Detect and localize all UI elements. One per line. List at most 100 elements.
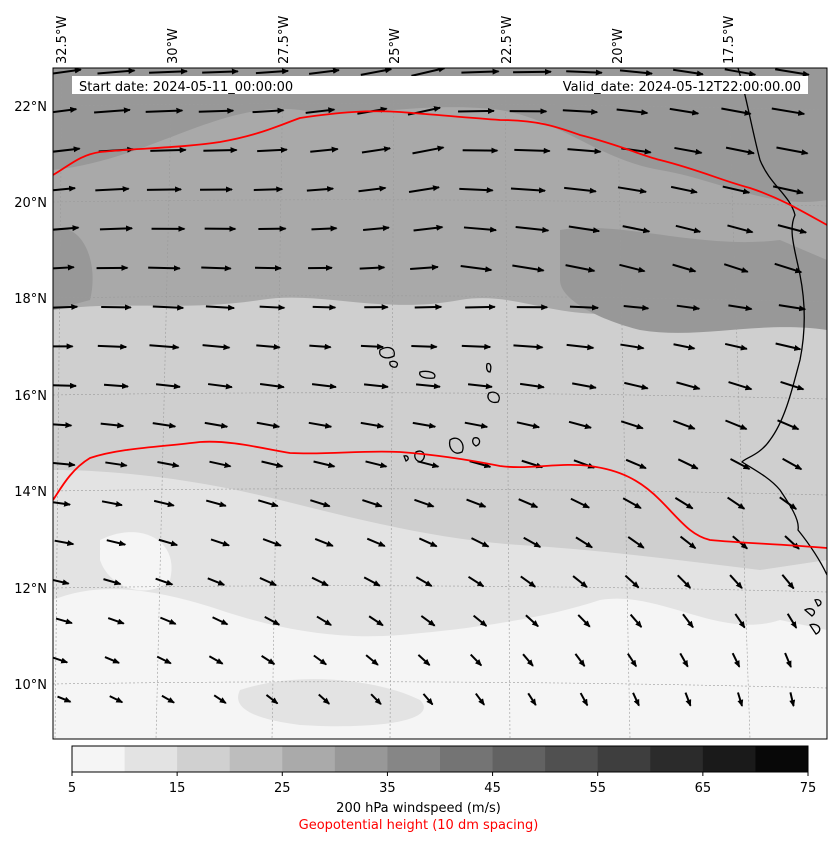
wind-vector-arrow [679, 652, 689, 668]
wind-vector-arrow [776, 146, 809, 156]
wind-vector-arrow [677, 458, 699, 470]
wind-vector-arrow [570, 497, 591, 509]
wind-vector-arrow [617, 186, 648, 194]
lon-label-30w: 30°W [166, 28, 181, 64]
wind-vector-arrow [472, 614, 488, 627]
wind-vector-arrow [408, 185, 440, 193]
wind-vector-arrow [152, 422, 177, 429]
wind-vector-arrow [210, 538, 230, 547]
colorbar-swatch [440, 746, 494, 772]
wind-vector-arrow [458, 108, 495, 115]
wind-vector-arrow [363, 225, 390, 232]
wind-vector-arrow [153, 499, 175, 508]
wind-vector-arrow [312, 304, 337, 311]
wind-vector-arrow [784, 535, 800, 550]
contour-south [53, 440, 827, 549]
wind-vector-arrow [572, 382, 597, 390]
wind-vector-arrow [510, 187, 547, 194]
wind-vector-arrow [466, 498, 487, 508]
wind-vector-arrow [518, 498, 539, 509]
wind-vector-arrow [105, 461, 128, 468]
wind-vector-arrow [730, 458, 751, 470]
wind-vector-arrow [259, 383, 285, 390]
lon-label-20w: 20°W [611, 28, 626, 64]
colorbar-tick-label: 45 [484, 781, 501, 796]
wind-vector-arrow [420, 615, 436, 627]
wind-vector-arrow [261, 655, 276, 665]
wind-vectors [53, 68, 810, 707]
wind-vector-arrow [104, 656, 120, 664]
wind-vector-arrow [311, 576, 329, 587]
wind-vector-arrow [622, 497, 642, 509]
cape-verde-island-4 [485, 362, 492, 373]
wind-vector-arrow [94, 107, 131, 114]
wind-vector-arrow [620, 420, 644, 430]
wind-vector-arrow [103, 383, 129, 390]
wind-vector-arrow [314, 537, 334, 547]
wind-vector-arrow [725, 419, 748, 431]
wind-vector-arrow [208, 655, 224, 665]
longitude-labels: 32.5°W 30°W 27.5°W 25°W 22.5°W 20°W 17.5… [55, 16, 737, 64]
wind-vector-arrow [360, 421, 385, 429]
wind-vector-arrow [460, 264, 493, 273]
wind-vector-arrow [422, 693, 434, 706]
wind-vector-arrow [413, 224, 444, 232]
wind-vector-arrow [627, 536, 645, 549]
lat-label-16n: 16°N [14, 389, 47, 404]
wind-vector-arrow [198, 107, 235, 114]
wind-vector-arrow [106, 539, 127, 547]
wind-vector-arrow [101, 500, 123, 507]
wind-vector-arrow [212, 616, 229, 626]
wind-vector-arrow [149, 68, 188, 75]
wind-vector-arrow [411, 68, 446, 77]
map-panel [53, 68, 827, 739]
wind-vector-arrow [778, 304, 807, 312]
wind-vector-arrow [53, 303, 79, 310]
wind-vector-arrow [259, 304, 286, 311]
wind-vector-arrow [579, 692, 589, 707]
lon-label-22-5w: 22.5°W [500, 16, 515, 64]
wind-vector-arrow [161, 694, 175, 704]
wind-vector-arrow [465, 304, 496, 311]
wind-vector-arrow [725, 146, 755, 155]
wind-vector-arrow [475, 692, 485, 706]
colorbar-swatch [124, 746, 178, 772]
lat-label-10n: 10°N [14, 678, 47, 693]
wind-vector-arrow [568, 420, 592, 430]
wind-vector-arrow [672, 263, 697, 273]
wind-vector-arrow [781, 574, 795, 590]
valid-date-label: Valid_date: 2024-05-12T22:00:00.00 [563, 80, 801, 95]
contour-north [53, 110, 827, 226]
colorbar-ticks: 5 15 25 35 45 55 65 75 [68, 772, 816, 796]
colorbar-swatch [334, 746, 388, 772]
colorbar-swatch [492, 746, 546, 772]
colorbar-swatch [72, 746, 126, 772]
date-banner: Start date: 2024-05-11_00:00:00 Valid_da… [72, 76, 808, 95]
colorbar-tick-label: 15 [169, 781, 186, 796]
wind-vector-arrow [53, 422, 73, 429]
wind-vector-arrow [205, 499, 227, 508]
wind-vector-arrow [309, 343, 332, 350]
wind-vector-arrow [522, 653, 534, 667]
colorbar-tick-label: 55 [589, 781, 606, 796]
wind-vector-arrow [415, 383, 441, 390]
wind-vector-arrow [308, 68, 340, 75]
wind-vector-arrow [629, 613, 643, 628]
colorbar-swatch [545, 746, 599, 772]
wind-vector-arrow [782, 457, 803, 471]
wind-vector-arrow [679, 535, 697, 550]
wind-vector-arrow [155, 383, 181, 390]
wind-vector-arrow [520, 575, 537, 588]
wind-vector-arrow [414, 304, 443, 311]
colorbar-swatch [702, 746, 756, 772]
latitude-labels: 22°N 20°N 18°N 16°N 14°N 12°N 10°N [14, 100, 47, 693]
wind-vector-arrow [514, 147, 551, 154]
wind-vector-arrow [257, 146, 288, 153]
colorbar [72, 746, 809, 772]
wind-vector-arrow [202, 68, 239, 75]
wind-vector-arrow [513, 343, 544, 350]
lon-label-27-5w: 27.5°W [277, 16, 292, 64]
cape-verde-island-2 [389, 360, 399, 368]
wind-vector-arrow [672, 419, 696, 430]
wind-vector-arrow [784, 652, 792, 668]
